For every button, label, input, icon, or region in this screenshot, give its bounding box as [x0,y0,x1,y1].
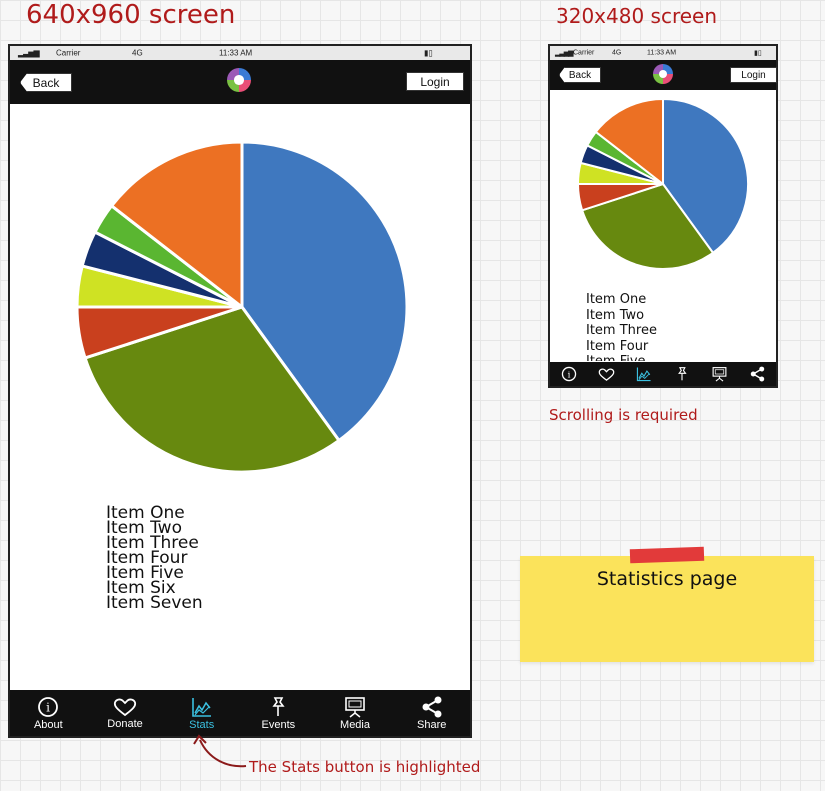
back-button[interactable]: Back [559,67,601,83]
back-button[interactable]: Back [20,73,72,92]
list-item: Item Two [106,518,182,538]
annotation-arrow [193,734,247,768]
sticky-note-tape [629,546,705,564]
tab-share[interactable]: Share [393,690,470,736]
list-item: Item Four [586,338,649,354]
app-logo [653,64,673,84]
list-item: Item Six [106,578,176,598]
battery-icon: ▮▯ [424,48,433,58]
list-item: Item Three [106,533,199,553]
tab-media[interactable] [701,362,739,386]
nav-bar: Back Login [10,60,470,104]
tab-bar: i [550,362,776,386]
list-item: Item Four [106,548,188,568]
small-screen-title: 320x480 screen [556,4,718,28]
nav-bar: Back Login [550,60,777,90]
pie-slice [240,140,409,443]
large-screen-title: 640x960 screen [26,0,236,30]
pie-slice [594,97,664,187]
sticky-note: Statistics page [520,556,814,662]
tab-label: Media [340,718,370,731]
pin-icon [677,367,687,381]
share-icon [750,366,764,382]
pie-slice [580,182,715,270]
scrolling-note: Scrolling is required [549,406,698,424]
item-list: Item One Item Two Item Three Item Four I… [106,503,203,613]
chart-icon [191,697,211,717]
tab-events[interactable]: Events [240,690,317,736]
presentation-icon [345,696,365,718]
chart-icon [637,367,651,382]
tab-donate[interactable] [588,362,626,386]
signal-icon: ▂▃▅▆ [18,48,40,58]
sticky-note-text: Statistics page [596,568,738,590]
signal-icon: ▂▃▅▆ [555,50,574,57]
network-label: 4G [612,49,622,57]
tab-stats[interactable]: Stats [163,690,240,736]
battery-icon: ▮▯ [754,50,762,57]
tab-bar: i About Donate Stats Events Media Share [10,690,470,736]
pie-chart [576,97,749,270]
list-item: Item Seven [106,593,203,613]
tab-events[interactable] [663,362,701,386]
tab-media[interactable]: Media [317,690,394,736]
list-item: Item Three [586,323,657,338]
app-logo [227,68,251,92]
share-icon [422,696,442,717]
network-label: 4G [132,48,143,58]
tab-label: Share [417,718,447,731]
pie-chart [75,140,409,474]
pie-slice [662,97,749,255]
tab-label: Events [261,718,296,731]
info-icon: i [561,366,577,382]
tab-share[interactable] [738,362,776,386]
heart-icon [113,698,137,716]
svg-text:i: i [567,370,570,380]
time-label: 11:33 AM [219,48,253,58]
list-item: Item Five [106,563,184,583]
time-label: 11:33 AM [647,49,677,57]
tab-about[interactable]: i [550,362,588,386]
heart-icon [598,368,615,381]
pie-slice [109,140,244,311]
carrier-label: Carrier [573,49,595,57]
login-button[interactable]: Login [406,72,464,91]
tab-about[interactable]: i About [10,690,87,736]
list-item: Item One [106,503,185,523]
stats-highlight-note: The Stats button is highlighted [249,758,481,776]
tab-label: Donate [107,717,143,730]
svg-text:i: i [46,700,50,714]
tab-stats[interactable] [625,362,663,386]
tab-donate[interactable]: Donate [87,690,164,736]
list-item: Item Five [586,354,766,361]
carrier-label: Carrier [56,48,81,58]
info-icon: i [38,696,59,717]
pie-slice [83,305,342,474]
tab-label: Stats [189,718,215,731]
tab-label: About [33,718,63,731]
pin-icon [272,696,285,716]
item-list: Item One Item Two Item Three Item Four I… [586,292,766,361]
list-item: Item One [586,292,647,307]
list-item: Item Two [586,307,645,323]
login-button[interactable]: Login [730,67,777,83]
large-phone: ▂▃▅▆ Carrier 4G 11:33 AM ▮▯ Back Login I… [8,44,472,738]
presentation-icon [712,367,727,382]
small-phone: ▂▃▅▆ Carrier 4G 11:33 AM ▮▯ Back Login I… [548,44,778,388]
